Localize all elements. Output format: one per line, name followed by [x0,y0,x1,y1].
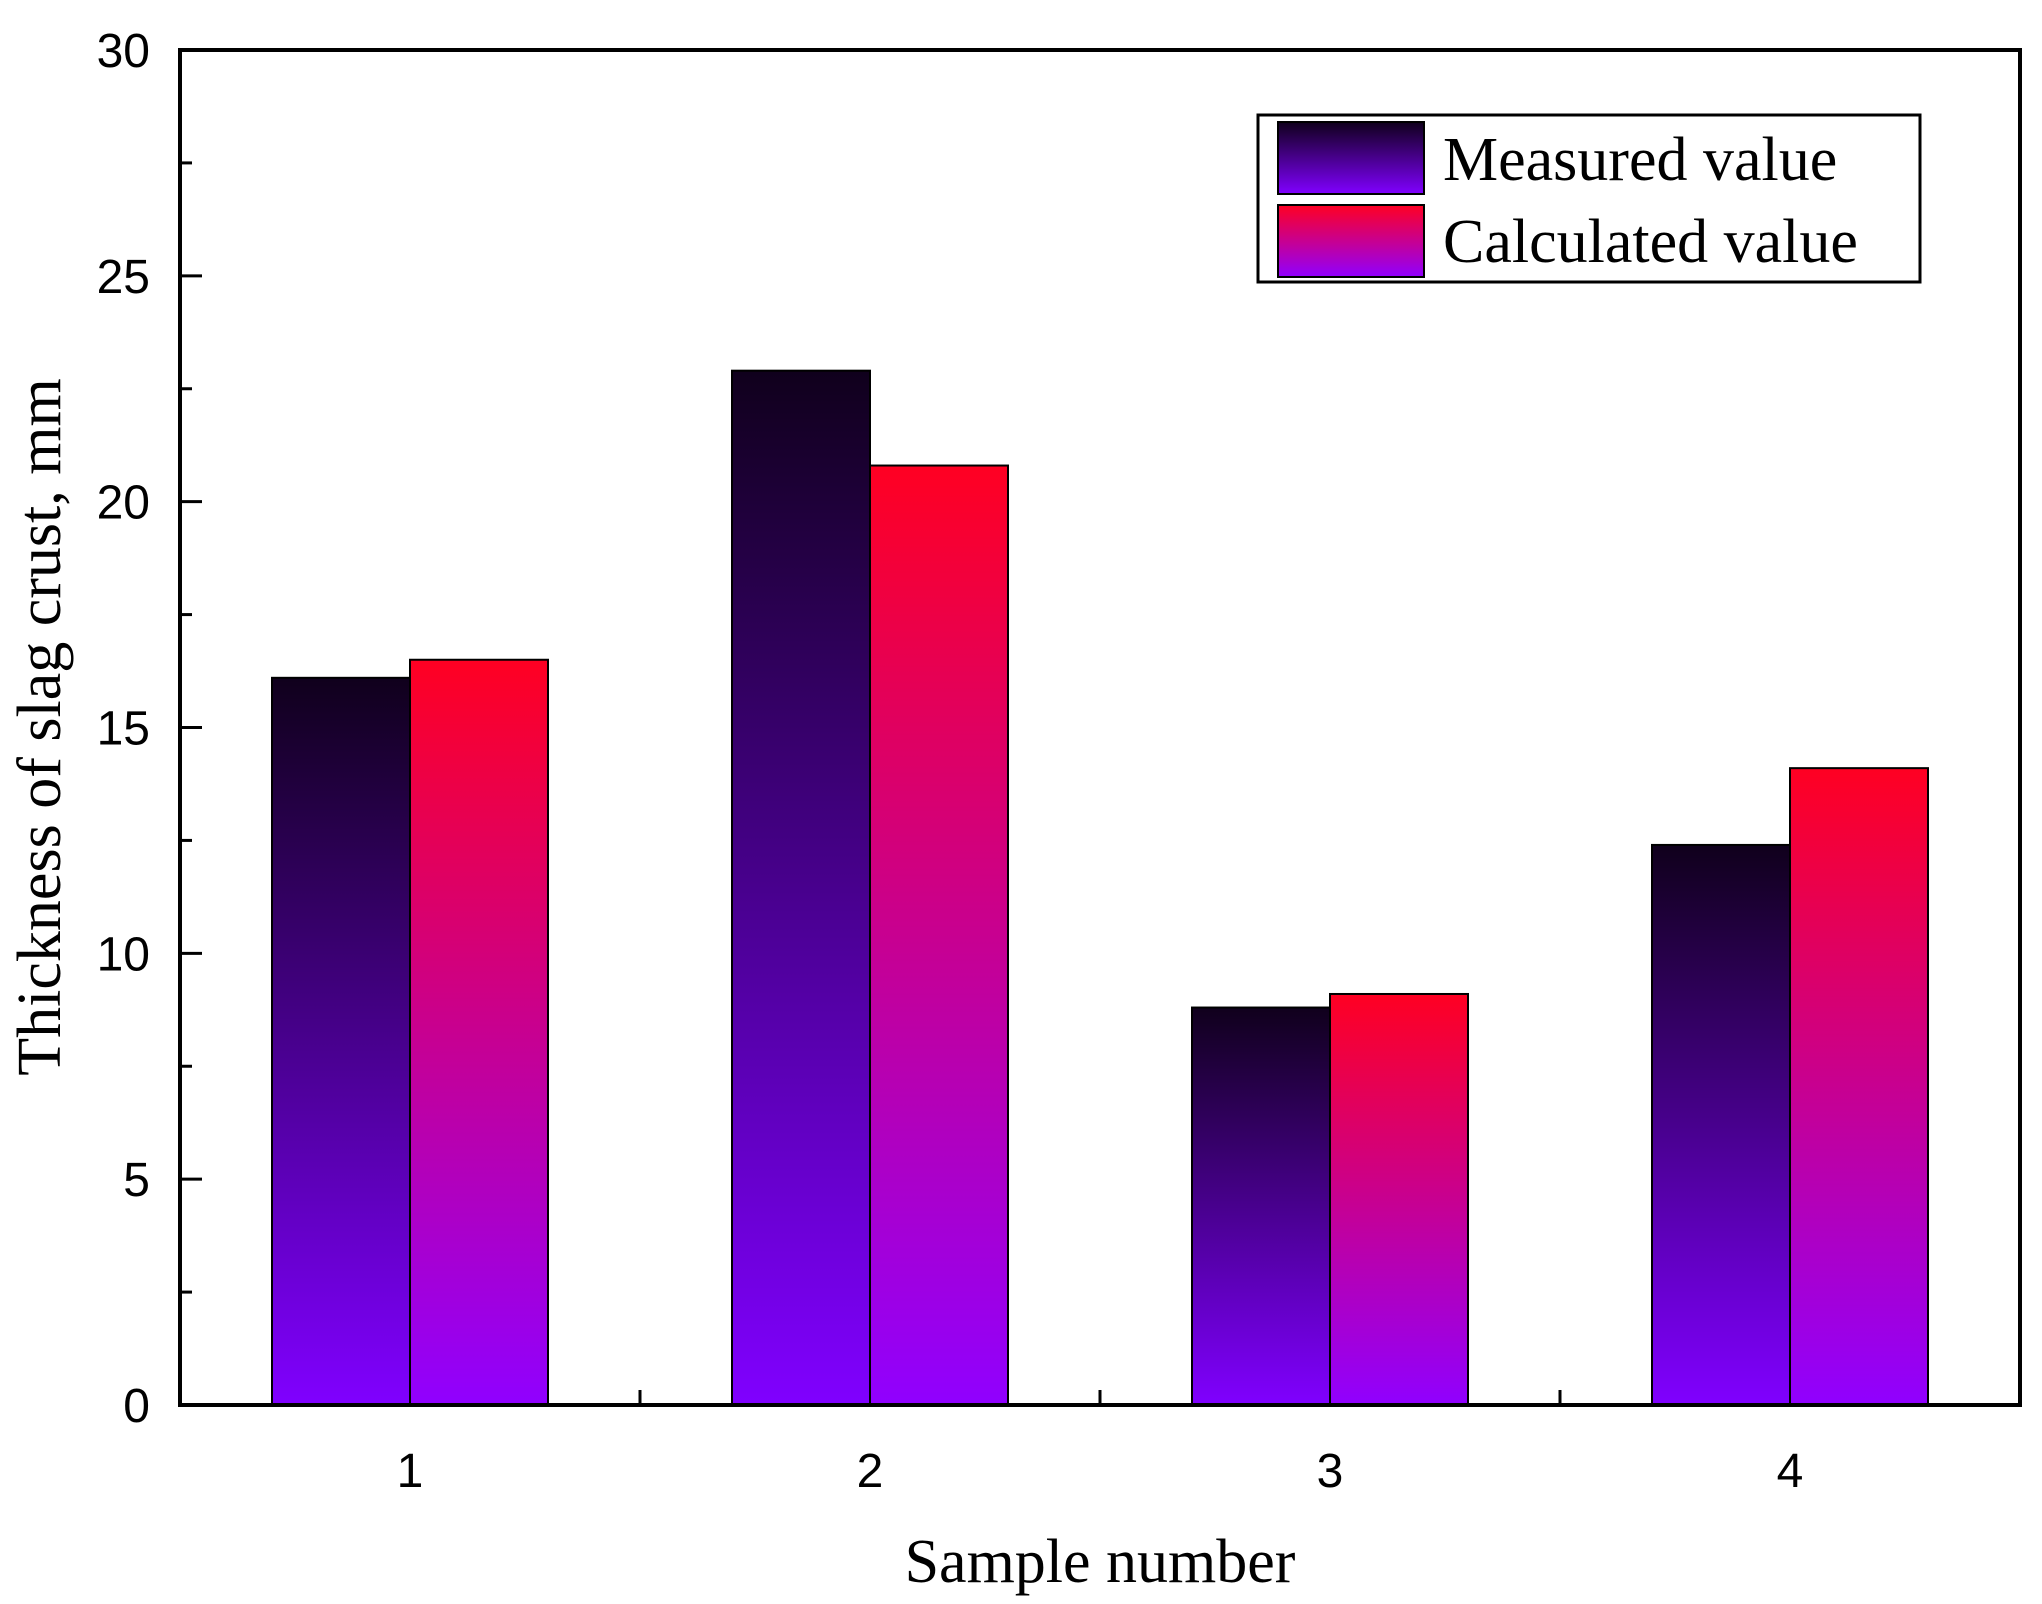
bar-measured-value-sample-3 [1191,1006,1331,1406]
legend-swatch-calculated [1277,204,1425,278]
legend-label-calculated: Calculated value [1443,208,1858,276]
x-axis: 1 2 3 4 [397,1390,1804,1498]
x-tick-label: 3 [1317,1445,1344,1498]
bar-measured-value-sample-1 [271,676,411,1406]
x-tick-label: 1 [397,1445,424,1498]
legend: Measured value Calculated value [1256,113,1922,284]
y-axis: 0 5 10 15 20 25 30 [97,25,202,1433]
y-axis-title: Thickness of slag crust, mm [6,378,74,1075]
bars-layer [271,369,1929,1406]
bar-measured-value-sample-2 [731,369,871,1406]
bar-calculated-value-sample-3 [1329,992,1469,1406]
bar-calculated-value-sample-4 [1789,767,1929,1406]
y-tick-label: 5 [123,1154,150,1207]
x-axis-title: Sample number [905,1528,1296,1596]
y-tick-label: 10 [97,928,150,981]
legend-swatch-measured [1277,121,1425,195]
bar-measured-value-sample-4 [1651,843,1791,1406]
y-tick-label: 0 [123,1380,150,1433]
x-tick-label: 4 [1777,1445,1804,1498]
x-tick-label: 2 [857,1445,884,1498]
y-tick-label: 15 [97,703,150,756]
bar-calculated-value-sample-2 [869,464,1009,1406]
bar-calculated-value-sample-1 [409,658,549,1406]
y-tick-label: 20 [97,477,150,530]
y-tick-label: 25 [97,251,150,304]
legend-label-measured: Measured value [1443,126,1837,194]
y-tick-label: 30 [97,25,150,78]
